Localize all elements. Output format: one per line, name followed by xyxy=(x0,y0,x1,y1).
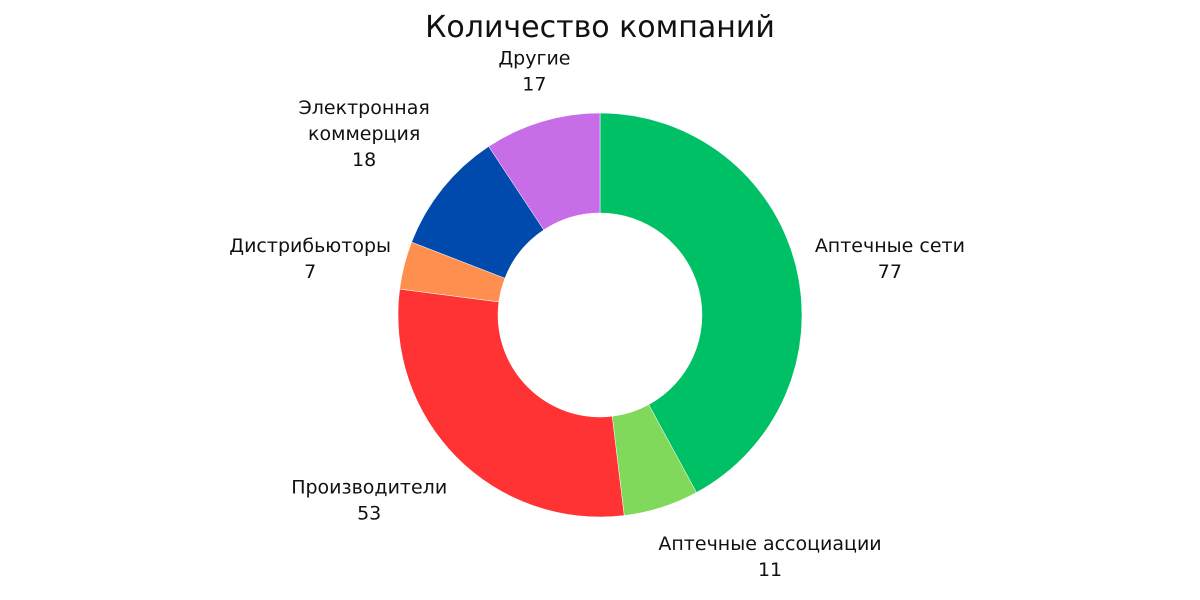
slice-name-3-0: Дистрибьюторы xyxy=(229,235,391,257)
slice-label-5: Другие 17 xyxy=(498,48,570,96)
slice-value-5: 17 xyxy=(522,74,546,96)
slice-5 xyxy=(488,112,601,231)
slice-label-0: Аптечные сети 77 xyxy=(815,235,965,283)
slice-name-1-0: Аптечные ассоциации xyxy=(658,533,881,555)
slice-label-3: Дистрибьюторы 7 xyxy=(229,235,391,283)
slice-name-4-1: коммерция xyxy=(308,123,420,145)
slice-value-3: 7 xyxy=(304,261,316,283)
slices-group xyxy=(397,112,803,518)
slice-0 xyxy=(599,112,803,493)
slice-name-4-0: Электронная xyxy=(299,97,430,119)
slice-2 xyxy=(397,288,625,518)
slice-label-1: Аптечные ассоциации 11 xyxy=(658,533,881,581)
slice-name-5-0: Другие xyxy=(498,48,570,70)
slice-value-2: 53 xyxy=(357,503,381,525)
labels-group: Аптечные сети 77 Аптечные ассоциации 11 Прои… xyxy=(229,48,965,582)
slice-name-2-0: Производители xyxy=(291,477,447,499)
slice-label-4: Электронная коммерция 18 xyxy=(299,97,430,171)
slice-label-2: Производители 53 xyxy=(291,477,447,525)
slice-value-4: 18 xyxy=(352,149,376,171)
slice-name-0-0: Аптечные сети xyxy=(815,235,965,257)
slice-value-0: 77 xyxy=(878,261,902,283)
slice-value-1: 11 xyxy=(758,559,782,581)
chart-title: Количество компаний xyxy=(425,10,775,45)
